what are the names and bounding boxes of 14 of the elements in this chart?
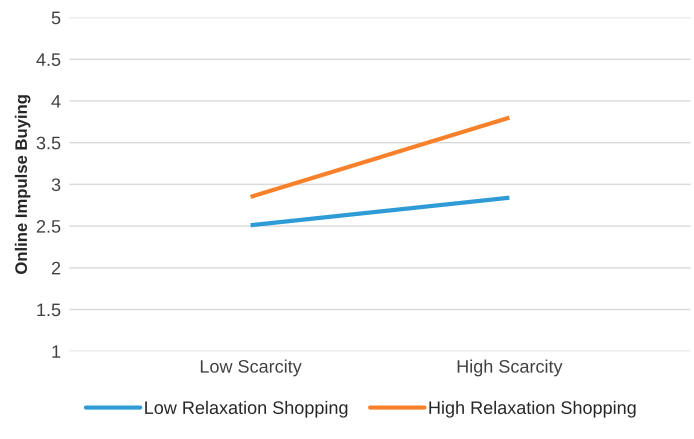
- y-tick-label: 4: [51, 95, 61, 108]
- y-tick-label: 5: [52, 12, 60, 24]
- y-tick-label: 3.5: [36, 136, 60, 150]
- x-tick-label: Low Scarcity: [200, 360, 302, 376]
- y-tick-label: 1.5: [37, 304, 60, 316]
- y-tick-label: 2: [52, 262, 60, 274]
- y-axis-title: Online Impulse Buying: [14, 95, 30, 274]
- y-tick-label: 2.5: [36, 220, 60, 233]
- y-tick-label: 4.5: [36, 53, 60, 66]
- y-tick-label: 3: [52, 178, 60, 192]
- y-tick-label: 1: [52, 345, 60, 358]
- x-tick-label: High Scarcity: [458, 360, 563, 376]
- legend-label: High Relaxation Shopping: [429, 400, 636, 418]
- legend-label: Low Relaxation Shopping: [145, 400, 348, 418]
